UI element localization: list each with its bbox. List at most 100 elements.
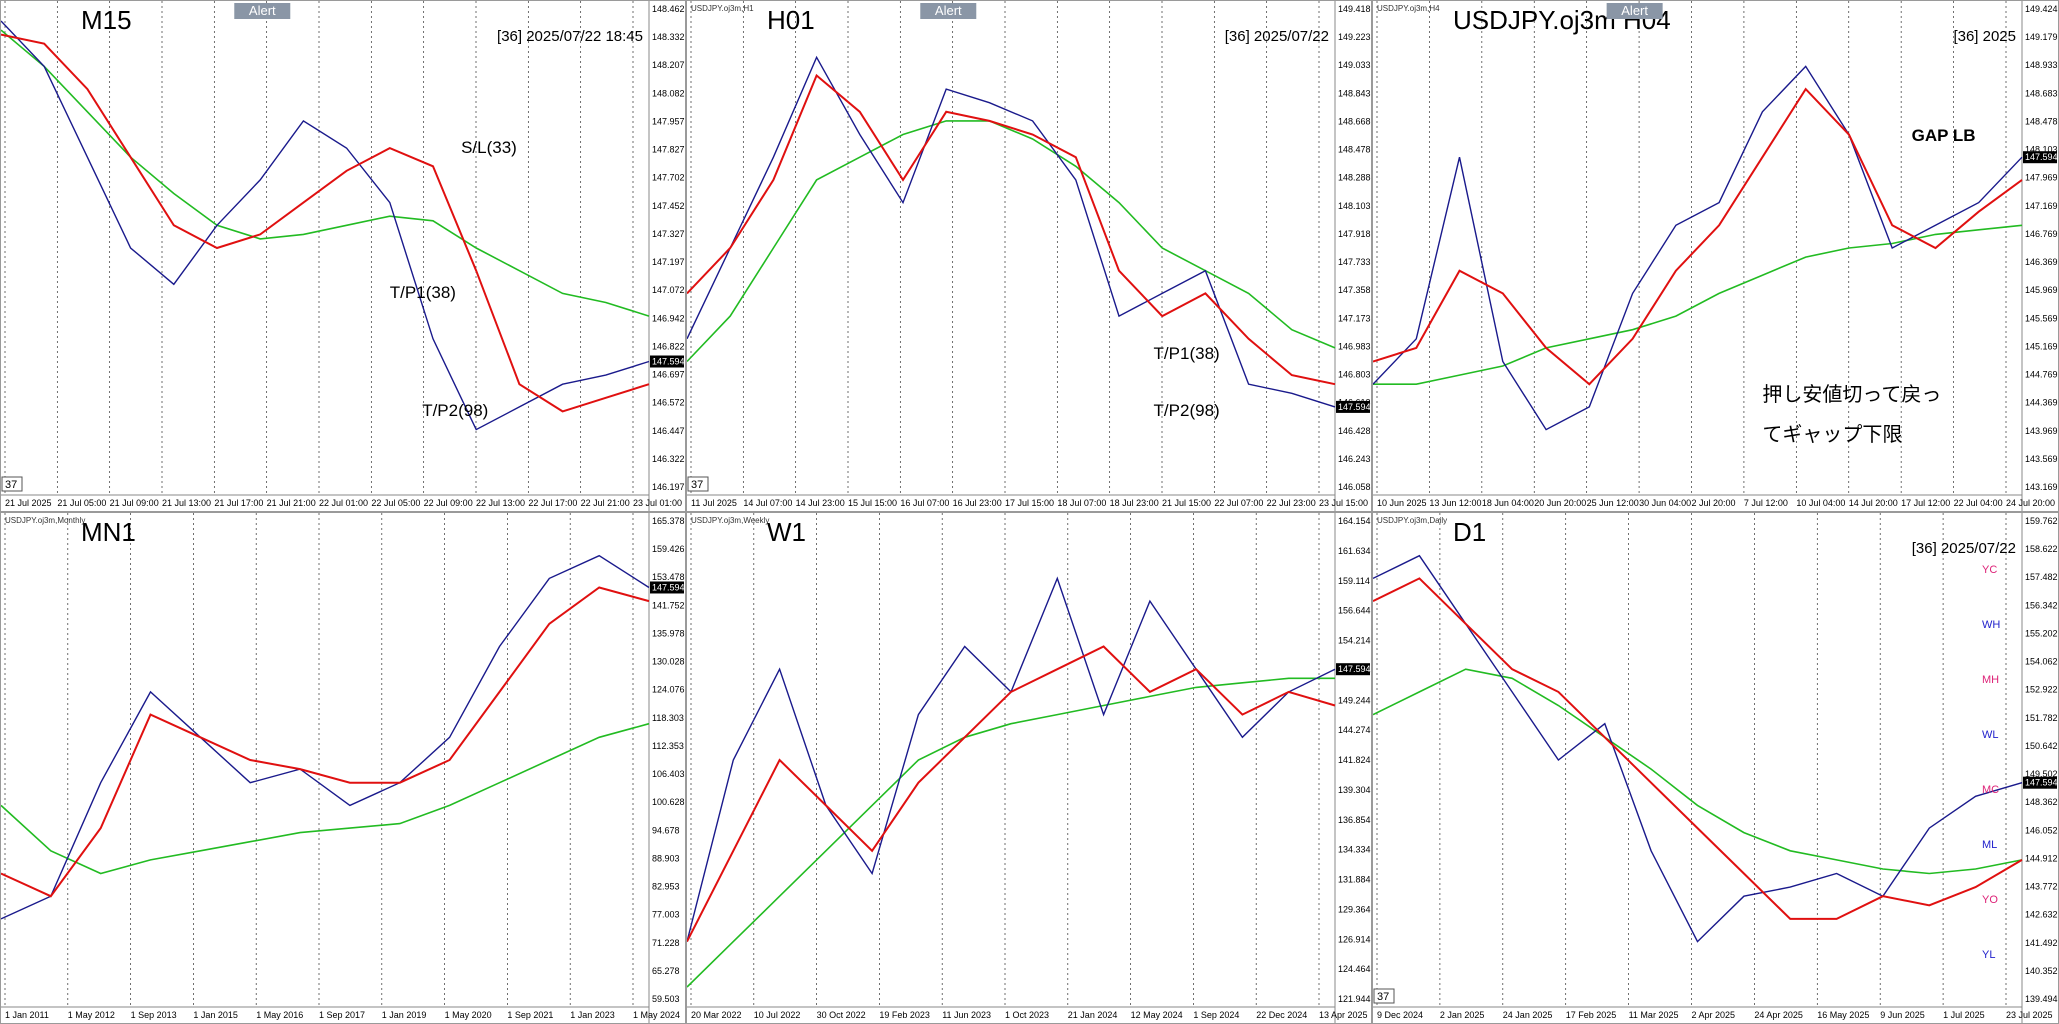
- date-label: 18 Jun 04:00: [1482, 498, 1534, 508]
- price-label: 146.822: [652, 341, 685, 351]
- date-label: 2 Jan 2025: [1440, 1010, 1485, 1020]
- annotation: ML: [1982, 839, 1997, 851]
- date-label: 17 Jul 15:00: [1005, 498, 1054, 508]
- annotation: GAP LB: [1912, 126, 1976, 145]
- annotation: T/P2(98): [422, 401, 488, 420]
- indicator-line: [1, 722, 650, 875]
- price-label: 77.003: [652, 910, 680, 920]
- price-label: 146.052: [2025, 825, 2058, 835]
- corner-label: 37: [1377, 991, 1389, 1003]
- date-label: 16 Jul 23:00: [953, 498, 1002, 508]
- chart-window: 149.418 149.223 149.033 148.843 148.668 148.4…: [686, 0, 1372, 512]
- price-label: 156.644: [1338, 606, 1371, 616]
- indicator-line: [687, 645, 1336, 943]
- date-label: 11 Mar 2025: [1629, 1010, 1679, 1020]
- price-label: 141.752: [652, 600, 685, 610]
- price-label: 126.914: [1338, 934, 1371, 944]
- timeframe: M15: [81, 5, 132, 35]
- price-label: 94.678: [652, 825, 680, 835]
- price-label: 142.632: [2025, 910, 2058, 920]
- chart-svg: 149.418 149.223 149.033 148.843 148.668 148.4…: [687, 1, 1371, 511]
- date-label: 9 Jun 2025: [1880, 1010, 1925, 1020]
- price-label: 159.114: [1338, 576, 1370, 586]
- chart-window: 149.424 149.179 148.933 148.683 148.478 148.1…: [1372, 0, 2059, 512]
- annotation: T/P1(38): [390, 283, 456, 302]
- price-label: 153.478: [652, 572, 685, 582]
- price-label: 164.154: [1338, 516, 1371, 526]
- price-label: 146.942: [652, 313, 685, 323]
- annotation: YC: [1982, 564, 1997, 576]
- date-label: 22 Jul 04:00: [1954, 498, 2003, 508]
- price-label: 135.978: [652, 628, 685, 638]
- price-label: 106.403: [652, 769, 685, 779]
- symbol: USDJPY.oj3m,Weekly: [691, 516, 769, 525]
- price-label: 148.362: [2025, 797, 2058, 807]
- date-label: 21 Jul 13:00: [162, 498, 211, 508]
- chart-svg: 164.154161.634159.114156.644154.214151.6…: [687, 513, 1371, 1023]
- alert-button: [920, 3, 977, 19]
- date-label: 20 Mar 2022: [691, 1010, 742, 1020]
- symbol: USDJPY.oj3m,Monthly: [5, 516, 85, 525]
- current-price: 147.594: [2025, 778, 2058, 788]
- timeframe: W1: [767, 517, 806, 547]
- annotation: T/P2(98): [1154, 401, 1220, 420]
- corner-box: [687, 476, 709, 492]
- price-label: 147.197: [652, 257, 685, 267]
- price-label: 146.572: [652, 398, 685, 408]
- price-label: 149.502: [2025, 769, 2058, 779]
- price-label: 141.492: [2025, 938, 2058, 948]
- symbol: USDJPY.oj3m,H4: [1377, 4, 1440, 13]
- price-label: 157.482: [2025, 572, 2058, 582]
- price-label: 148.933: [2025, 60, 2058, 70]
- timeframe: D1: [1453, 517, 1486, 547]
- date-label: 11 Jul 2025: [691, 498, 737, 508]
- date-label: 19 Feb 2023: [879, 1010, 930, 1020]
- annotation: WL: [1982, 729, 1999, 741]
- date-label: 13 Apr 2025: [1319, 1010, 1368, 1020]
- price-label: 147.452: [652, 201, 685, 211]
- annotation: 押し安値切って戻っ: [1762, 383, 1941, 406]
- indicator-line: [687, 677, 1335, 988]
- alert-button: [234, 3, 291, 19]
- price-label: 124.076: [652, 685, 685, 695]
- indicator-line: [1, 33, 650, 413]
- price-label: 149.418: [1338, 4, 1371, 14]
- price-label: 147.827: [652, 145, 685, 155]
- price-label: 143.772: [2025, 882, 2058, 892]
- indicator-line: [1, 20, 650, 431]
- corner-label: 37: [691, 479, 703, 491]
- date-label: 22 Jul 09:00: [424, 498, 473, 508]
- date-label: 16 Jul 07:00: [900, 498, 949, 508]
- price-label: 148.668: [1338, 116, 1371, 126]
- date-label: 11 Jun 2023: [942, 1010, 991, 1020]
- date-label: 25 Jun 12:00: [1587, 498, 1639, 508]
- annotation: S/L(33): [461, 138, 517, 157]
- current-price: 147.594: [652, 582, 685, 592]
- annotation: T/P1(38): [1154, 344, 1220, 363]
- date-label: 1 Jan 2019: [382, 1010, 427, 1020]
- price-label: 145.569: [2025, 313, 2058, 323]
- chart-window: 165.378 159.426 153.478 141.752 135.978 130.0…: [0, 512, 686, 1024]
- date-label: 18 Jul 07:00: [1057, 498, 1106, 508]
- current-price: 147.594: [1338, 664, 1371, 674]
- date-label: 1 Sep 2021: [507, 1010, 553, 1020]
- date-label: 7 Jul 12:00: [1744, 498, 1788, 508]
- price-label: 146.803: [1338, 370, 1371, 380]
- price-label: 121.944: [1338, 994, 1371, 1004]
- price-label: 148.103: [2025, 145, 2058, 155]
- price-label: 161.634: [1338, 546, 1371, 556]
- annotation: YO: [1982, 894, 1998, 906]
- indicator-line: [687, 55, 1336, 408]
- corner-box: [1, 476, 23, 492]
- price-label: 143.169: [2025, 482, 2058, 492]
- chart-window: 159.762 158.622 157.482 156.342 155.202 154.0…: [1372, 512, 2059, 1024]
- date-label: 21 Jul 05:00: [57, 498, 106, 508]
- price-label: 148.478: [2025, 116, 2058, 126]
- date-label: 2 Jul 20:00: [1692, 498, 1736, 508]
- price-label: 146.769: [2025, 229, 2058, 239]
- date-label: 1 May 2020: [445, 1010, 492, 1020]
- price-label: 156.342: [2025, 600, 2058, 610]
- price-label: 143.569: [2025, 454, 2058, 464]
- price-label: 130.028: [652, 657, 685, 667]
- price-label: 147.173: [1338, 313, 1371, 323]
